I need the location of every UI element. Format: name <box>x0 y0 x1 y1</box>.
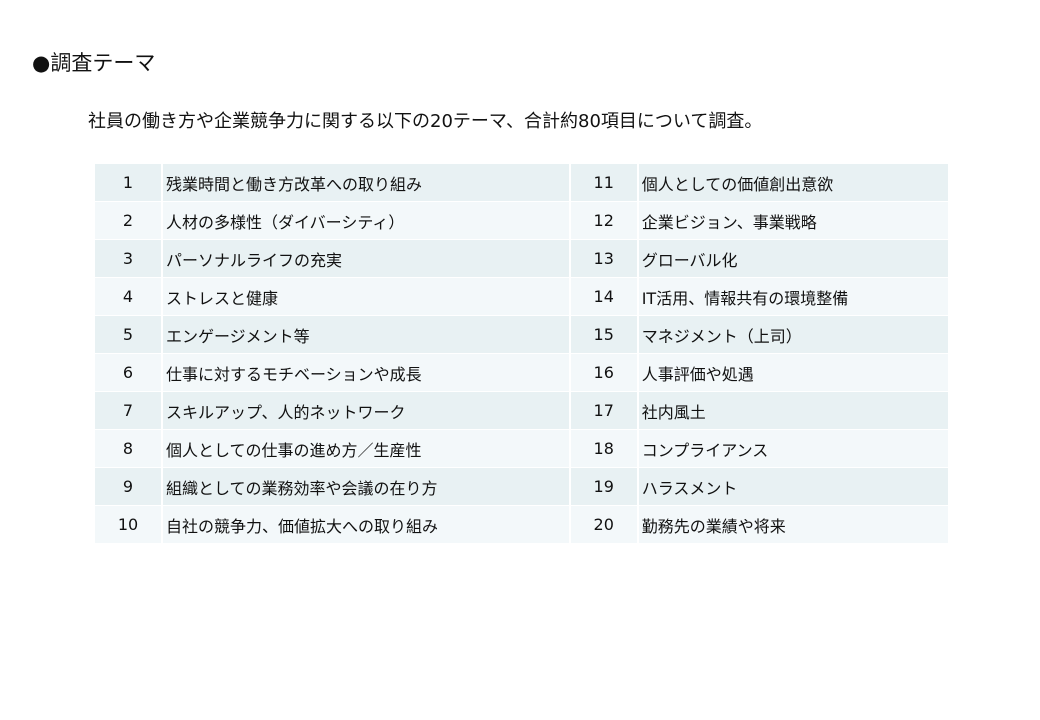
theme-number: 12 <box>569 201 639 240</box>
theme-label: 人事評価や処遇 <box>637 353 951 392</box>
theme-label: 社内風土 <box>637 391 951 430</box>
table-row: 1 残業時間と働き方改革への取り組み 11 個人としての価値創出意欲 <box>95 164 951 202</box>
theme-number: 3 <box>95 239 163 278</box>
theme-label: ハラスメント <box>637 467 951 506</box>
table-row: 2 人材の多様性（ダイバーシティ） 12 企業ビジョン、事業戦略 <box>95 201 951 240</box>
theme-number: 20 <box>569 505 639 544</box>
theme-label: スキルアップ、人的ネットワーク <box>162 391 571 430</box>
theme-number: 19 <box>569 467 639 506</box>
theme-number: 11 <box>569 164 639 202</box>
theme-label: ストレスと健康 <box>162 277 571 316</box>
theme-label: 残業時間と働き方改革への取り組み <box>162 164 571 202</box>
table-row: 8 個人としての仕事の進め方／生産性 18 コンプライアンス <box>95 429 951 468</box>
table-row: 5 エンゲージメント等 15 マネジメント（上司） <box>95 315 951 354</box>
table-row: 4 ストレスと健康 14 IT活用、情報共有の環境整備 <box>95 277 951 316</box>
theme-number: 13 <box>569 239 639 278</box>
theme-label: IT活用、情報共有の環境整備 <box>637 277 951 316</box>
theme-label: コンプライアンス <box>637 429 951 468</box>
theme-label: グローバル化 <box>637 239 951 278</box>
table-row: 9 組織としての業務効率や会議の在り方 19 ハラスメント <box>95 467 951 506</box>
theme-label: 自社の競争力、価値拡大への取り組み <box>162 505 571 544</box>
theme-label: 勤務先の業績や将来 <box>637 505 951 544</box>
theme-number: 17 <box>569 391 639 430</box>
theme-number: 15 <box>569 315 639 354</box>
theme-label: 仕事に対するモチベーションや成長 <box>162 353 571 392</box>
theme-number: 5 <box>95 315 163 354</box>
theme-number: 16 <box>569 353 639 392</box>
theme-number: 2 <box>95 201 163 240</box>
table-row: 6 仕事に対するモチベーションや成長 16 人事評価や処遇 <box>95 353 951 392</box>
theme-number: 8 <box>95 429 163 468</box>
theme-number: 14 <box>569 277 639 316</box>
theme-label: 組織としての業務効率や会議の在り方 <box>162 467 571 506</box>
theme-number: 18 <box>569 429 639 468</box>
theme-label: パーソナルライフの充実 <box>162 239 571 278</box>
theme-label: エンゲージメント等 <box>162 315 571 354</box>
theme-label: マネジメント（上司） <box>637 315 951 354</box>
themes-table: 1 残業時間と働き方改革への取り組み 11 個人としての価値創出意欲 2 人材の多様性（ダ… <box>95 164 951 544</box>
table-row: 3 パーソナルライフの充実 13 グローバル化 <box>95 239 951 278</box>
theme-label: 人材の多様性（ダイバーシティ） <box>162 201 571 240</box>
page-title: ●調査テーマ <box>32 51 156 75</box>
theme-label: 個人としての仕事の進め方／生産性 <box>162 429 571 468</box>
theme-number: 4 <box>95 277 163 316</box>
theme-number: 7 <box>95 391 163 430</box>
theme-label: 企業ビジョン、事業戦略 <box>637 201 951 240</box>
theme-number: 9 <box>95 467 163 506</box>
theme-number: 6 <box>95 353 163 392</box>
theme-number: 10 <box>95 505 163 544</box>
theme-number: 1 <box>95 164 163 202</box>
theme-label: 個人としての価値創出意欲 <box>637 164 951 202</box>
page-subtitle: 社員の働き方や企業競争力に関する以下の20テーマ、合計約80項目について調査。 <box>88 111 763 132</box>
table-row: 7 スキルアップ、人的ネットワーク 17 社内風土 <box>95 391 951 430</box>
table-row: 10 自社の競争力、価値拡大への取り組み 20 勤務先の業績や将来 <box>95 505 951 544</box>
